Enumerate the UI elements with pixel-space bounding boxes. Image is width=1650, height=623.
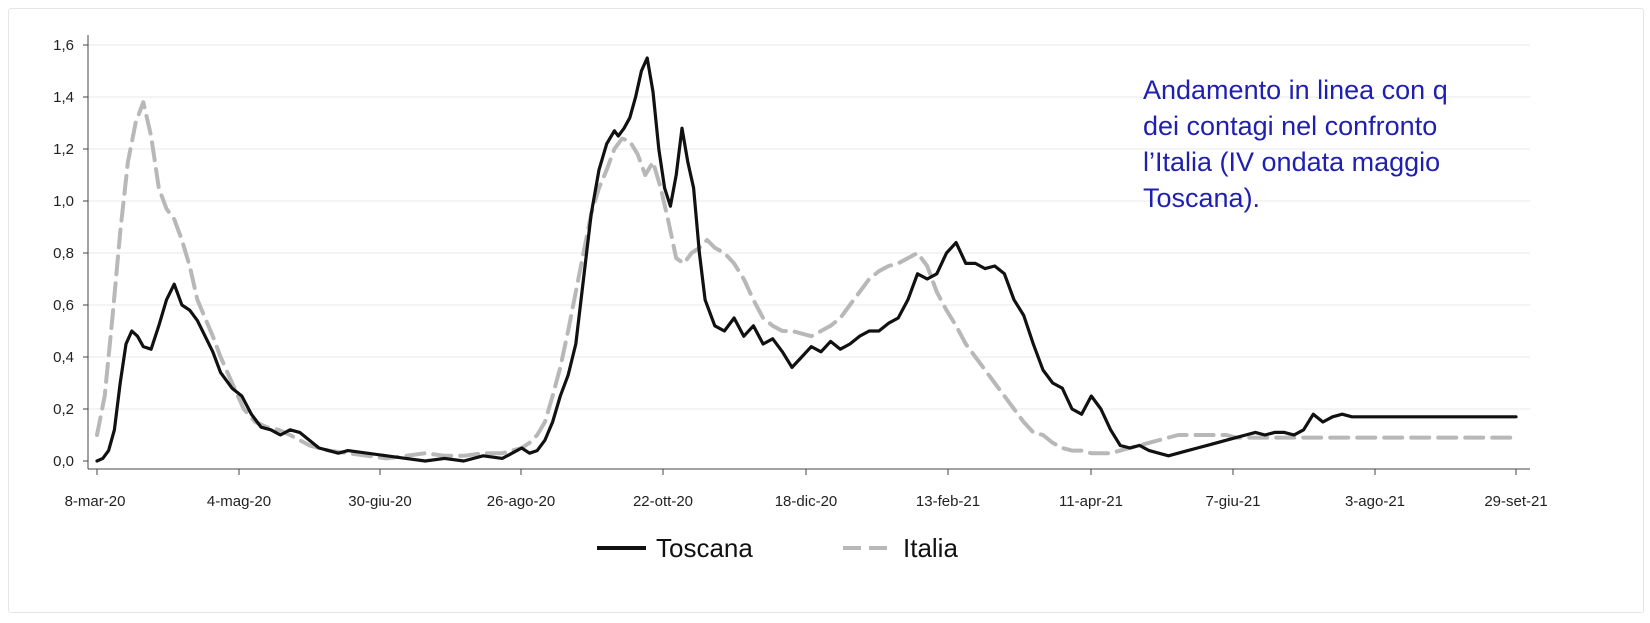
y-axis-ticks: 0,0 0,2 0,4 0,6 0,8 1,0 1,2 1,4 1,6 <box>53 37 88 470</box>
legend-label-toscana: Toscana <box>656 533 753 563</box>
annotation-line: l’Italia (IV ondata maggio <box>1143 147 1441 177</box>
x-axis-ticks: 8-mar-20 4-mag-20 30-giu-20 26-ago-20 22-ott… <box>65 469 1548 510</box>
annotation-line: dei contagi nel confronto <box>1143 111 1438 141</box>
y-tick-label: 1,4 <box>53 89 74 106</box>
y-tick-label: 0,8 <box>53 245 74 262</box>
series-line-italia <box>95 100 1518 461</box>
y-tick-label: 0,0 <box>53 453 74 470</box>
y-tick-label: 1,2 <box>53 141 74 158</box>
axes <box>87 35 1530 470</box>
y-tick-label: 1,6 <box>53 37 74 54</box>
y-tick-label: 0,2 <box>53 401 74 418</box>
x-tick-label: 4-mag-20 <box>207 493 271 510</box>
x-tick-label: 8-mar-20 <box>65 493 126 510</box>
x-tick-label: 11-apr-21 <box>1059 493 1123 510</box>
x-tick-label: 13-feb-21 <box>916 493 980 510</box>
y-tick-label: 1,0 <box>53 193 74 210</box>
series-lines <box>95 56 1518 463</box>
x-tick-label: 30-giu-20 <box>348 493 411 510</box>
legend: Toscana Italia <box>597 533 958 563</box>
x-tick-label: 7-giu-21 <box>1205 493 1260 510</box>
y-tick-label: 0,4 <box>53 349 74 366</box>
x-tick-label: 22-ott-20 <box>633 493 693 510</box>
grid-lines <box>88 44 1530 410</box>
x-tick-label: 29-set-21 <box>1484 493 1547 510</box>
x-tick-label: 3-ago-21 <box>1345 493 1405 510</box>
legend-label-italia: Italia <box>903 533 958 563</box>
x-tick-label: 18-dic-20 <box>775 493 838 510</box>
annotation-text: Andamento in linea con q dei contagi nel… <box>1143 72 1650 216</box>
series-line-toscana <box>95 56 1518 463</box>
chart-frame <box>8 8 1644 613</box>
annotation-line: Toscana). <box>1143 183 1261 213</box>
annotation-line: Andamento in linea con q <box>1143 75 1448 105</box>
x-tick-label: 26-ago-20 <box>487 493 555 510</box>
y-tick-label: 0,6 <box>53 297 74 314</box>
